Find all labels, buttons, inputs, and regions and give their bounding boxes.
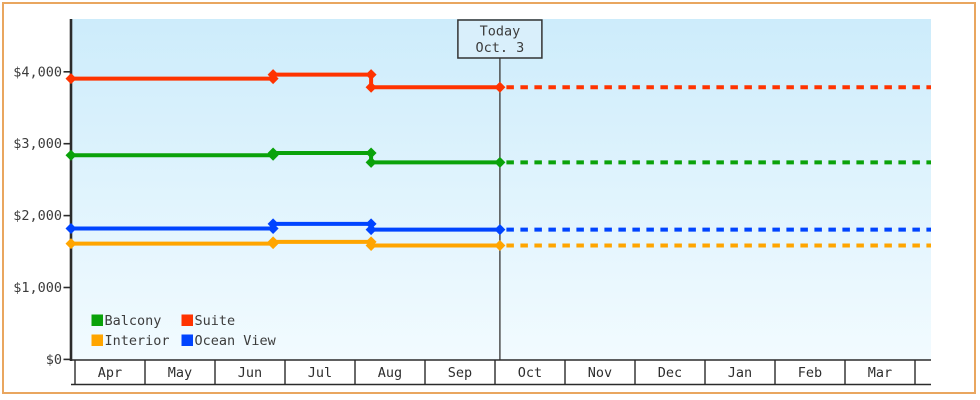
month-label-jun: Jun [238,365,262,381]
data-point-ocean-view [365,218,377,230]
legend-swatch-interior [91,334,103,346]
legend-swatch-suite [181,314,193,326]
series-line-ocean-view [71,221,500,232]
plot-area [72,19,931,360]
data-point-ocean-view [267,218,279,230]
today-label-title: Today [480,24,521,40]
data-point-balcony [65,149,77,161]
month-label-dec: Dec [658,365,682,381]
legend-label-suite: Suite [195,313,236,329]
data-point-suite [267,69,279,81]
data-point-interior [365,239,377,251]
data-point-interior [494,239,506,251]
data-point-suite [365,69,377,81]
data-point-ocean-view [365,224,377,236]
month-label-jul: Jul [308,365,332,381]
data-point-balcony [365,147,377,159]
page-border [2,2,976,394]
y-tick-label: $0 [46,352,62,368]
data-point-balcony [365,156,377,168]
data-point-interior [65,238,77,250]
month-label-aug: Aug [378,365,402,381]
y-tick-label: $3,000 [13,136,62,152]
legend-label-ocean-view: Ocean View [195,333,277,349]
data-point-ocean-view [65,223,77,235]
data-point-suite [494,81,506,93]
y-tick-label: $1,000 [13,280,62,296]
data-point-suite [65,73,77,85]
legend-swatch-balcony [91,314,103,326]
data-point-interior [267,236,279,248]
today-label-box [457,19,543,59]
legend-swatch-ocean-view [181,334,193,346]
data-point-suite [365,81,377,93]
y-tick-label: $4,000 [13,64,62,80]
y-tick-label: $2,000 [13,208,62,224]
month-label-oct: Oct [518,365,542,381]
series-line-balcony [71,151,500,165]
series-line-interior [71,239,500,248]
month-label-jan: Jan [728,365,752,381]
month-label-nov: Nov [588,365,612,381]
data-point-balcony [267,147,279,159]
today-label-date: Oct. 3 [476,40,525,56]
month-label-may: May [168,365,192,381]
legend-label-balcony: Balcony [105,313,162,329]
month-label-mar: Mar [868,365,892,381]
data-point-ocean-view [494,224,506,236]
series-line-suite [71,72,500,90]
data-point-balcony [494,156,506,168]
month-label-apr: Apr [98,365,122,381]
legend-label-interior: Interior [105,333,170,349]
month-label-feb: Feb [798,365,822,381]
month-label-sep: Sep [448,365,472,381]
